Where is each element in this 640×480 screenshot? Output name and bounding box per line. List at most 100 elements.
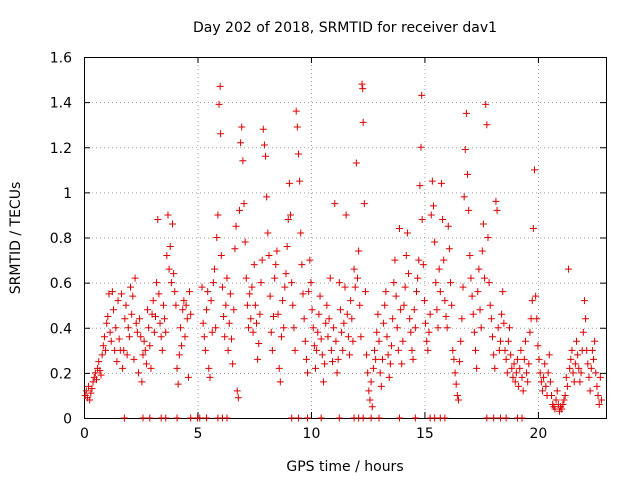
data-point [207,297,215,305]
data-point [372,355,380,363]
data-point [523,369,531,377]
data-point [179,306,187,314]
data-point [316,292,324,300]
data-point [296,177,304,185]
data-point [108,288,116,296]
data-point [347,297,355,305]
data-point [457,337,465,345]
data-point [493,206,501,214]
data-point [117,290,125,298]
data-point [551,405,559,413]
data-point [136,315,144,323]
data-point [389,315,397,323]
data-point [420,297,428,305]
data-point [494,324,502,332]
data-point [138,378,146,386]
data-point [487,315,495,323]
data-point [518,373,526,381]
data-point [315,310,323,318]
data-point [380,319,388,327]
data-point [415,256,423,264]
data-point [381,301,389,309]
data-point [441,297,449,305]
data-point [366,396,374,404]
data-point [444,222,452,230]
data-point [106,328,114,336]
data-point [234,394,242,402]
data-point [187,310,195,318]
baseline-point [335,414,343,422]
data-point [466,252,474,260]
data-point [250,261,258,269]
data-point [419,261,427,269]
data-point [306,256,314,264]
baseline-point [502,414,510,422]
data-point [576,378,584,386]
data-point [232,222,240,230]
data-point [112,324,120,332]
data-point [409,355,417,363]
data-point [318,351,326,359]
data-point [390,279,398,287]
ticks: 0 5 10 15 20 0 0.2 0.4 0.6 0.8 1 1.2 1.4 1.6 [50,51,606,442]
data-point [149,297,157,305]
data-point [107,337,115,345]
data-point [449,346,457,354]
y-tick-label: 0 [63,412,72,428]
data-point [262,152,270,160]
data-point [298,261,306,269]
data-point [343,310,351,318]
data-point [590,355,598,363]
data-point [400,301,408,309]
data-point [103,319,111,327]
data-point [305,288,313,296]
data-point [198,283,206,291]
data-point [580,297,588,305]
data-point [324,333,332,341]
data-point [146,342,154,350]
data-point [448,301,456,309]
data-point [86,396,94,404]
data-point [439,215,447,223]
data-point [329,358,337,366]
data-point [382,288,390,296]
data-point [224,346,232,354]
data-point [255,340,263,348]
data-point [410,306,418,314]
data-point [260,141,268,149]
data-point [402,252,410,260]
baseline-point [375,414,383,422]
data-point [263,193,271,201]
data-point [541,360,549,368]
data-point [257,279,265,287]
data-point [462,109,470,117]
data-point [154,215,162,223]
data-point [496,337,504,345]
data-point [406,315,414,323]
data-point [178,342,186,350]
data-point [285,179,293,187]
data-point [266,292,274,300]
data-point [209,279,217,287]
data-point [91,369,99,377]
data-point [216,82,224,90]
data-point [401,283,409,291]
data-point [517,346,525,354]
data-point [100,333,108,341]
data-point [282,270,290,278]
data-point [122,301,130,309]
data-point [513,355,521,363]
data-point [276,378,284,386]
data-point [574,351,582,359]
data-point [540,373,548,381]
grid [84,57,606,418]
data-point [558,405,566,413]
data-point [245,324,253,332]
data-point [520,355,528,363]
data-point [275,364,283,372]
data-point [141,346,149,354]
data-point [567,355,575,363]
data-points [81,80,605,422]
data-point [248,283,256,291]
data-point [484,234,492,241]
